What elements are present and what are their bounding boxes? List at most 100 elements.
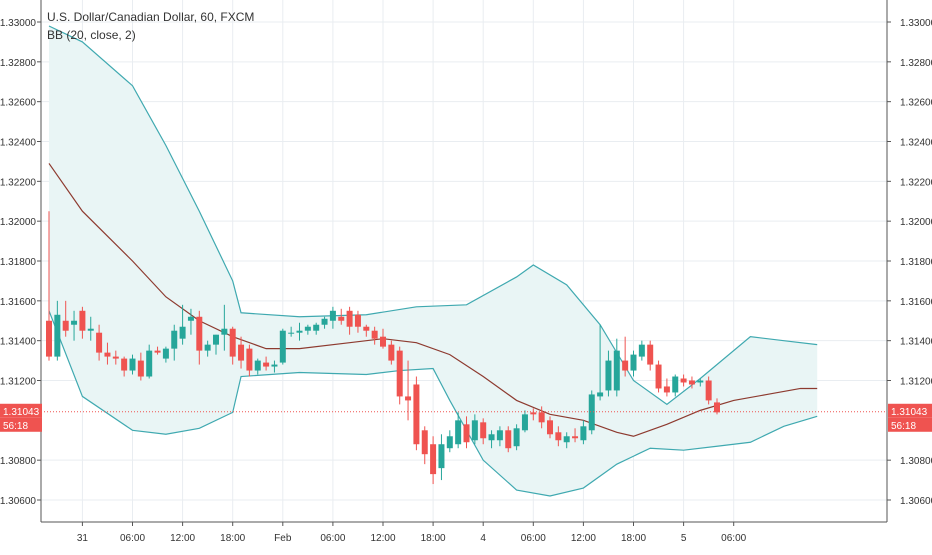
candle	[254, 358, 261, 375]
candle-body	[171, 330, 178, 349]
candle	[672, 374, 679, 397]
price-badge-bg	[888, 403, 932, 418]
x-tick-label: 06:00	[320, 533, 345, 544]
x-tick-label: 18:00	[421, 533, 446, 544]
candle-body	[346, 310, 353, 327]
candle-body	[680, 378, 687, 383]
candle-body	[455, 420, 462, 445]
x-tick-label: 18:00	[220, 533, 245, 544]
candle	[79, 306, 86, 339]
candle-body	[71, 320, 78, 325]
candle-body	[421, 430, 428, 455]
candle-body	[396, 350, 403, 397]
candle	[246, 344, 253, 377]
candle-body	[129, 358, 136, 371]
x-tick-label: 5	[681, 533, 687, 544]
candle-body	[622, 360, 629, 371]
countdown-badge-bg	[888, 417, 932, 432]
candle	[638, 340, 645, 361]
candle-body	[246, 348, 253, 371]
candle	[296, 322, 303, 341]
candle	[471, 414, 478, 445]
candle-body	[254, 360, 261, 371]
candle	[363, 324, 370, 337]
candle-body	[496, 430, 503, 441]
candle	[279, 328, 286, 365]
y-tick-label-right: 1.31600	[900, 297, 932, 308]
candle	[171, 324, 178, 361]
candle-body	[655, 364, 662, 389]
y-tick-label-right: 1.32000	[900, 217, 932, 228]
candle-body	[104, 352, 111, 357]
candle-body	[79, 310, 86, 331]
countdown-badge-bg	[0, 417, 42, 432]
candle-body	[547, 420, 553, 435]
candle	[204, 340, 211, 357]
x-tick-label: 31	[77, 533, 89, 544]
price-badge-value: 1.31043	[3, 407, 40, 418]
candle-body	[187, 316, 194, 321]
symbol-title[interactable]: U.S. Dollar/Canadian Dollar, 60, FXCM	[47, 10, 255, 24]
candle-body	[46, 320, 52, 357]
candle	[405, 360, 412, 421]
candle-body	[271, 364, 278, 367]
candle	[46, 211, 52, 361]
candle	[154, 346, 161, 355]
y-tick-label-right: 1.31800	[900, 257, 932, 268]
y-tick-label-left: 1.30800	[0, 456, 36, 467]
candle	[530, 408, 537, 421]
x-tick-label: 06:00	[120, 533, 145, 544]
candle-body	[530, 412, 537, 415]
candle	[396, 346, 403, 405]
y-tick-label-left: 1.32200	[0, 177, 36, 188]
candle	[655, 360, 662, 393]
candle	[96, 324, 103, 361]
candle	[187, 308, 194, 335]
countdown-badge-value: 56:18	[3, 421, 28, 432]
lower-band-line	[48, 310, 818, 497]
x-tick-label: 18:00	[621, 533, 646, 544]
candle	[446, 430, 453, 453]
candle-body	[363, 326, 370, 331]
y-tick-label-right: 1.32800	[900, 58, 932, 69]
candle-body	[563, 436, 570, 443]
candle	[572, 428, 579, 443]
x-tick-label: Feb	[274, 533, 292, 544]
x-tick-label: 4	[480, 533, 486, 544]
candle	[87, 316, 94, 341]
candle-body	[597, 392, 604, 397]
candle-body	[588, 394, 595, 431]
x-tick-label: 06:00	[521, 533, 546, 544]
candle-body	[137, 360, 144, 377]
candle-body	[438, 444, 445, 469]
candle-body	[279, 330, 286, 363]
candle-body	[413, 384, 420, 445]
candle	[121, 356, 128, 377]
candle-body	[555, 432, 562, 441]
candle-body	[488, 434, 495, 441]
candle-body	[87, 328, 94, 331]
candle	[129, 354, 136, 375]
price-badge-left: 1.31043 56:18	[0, 403, 42, 432]
y-tick-label-left: 1.30600	[0, 496, 36, 507]
candles	[46, 211, 720, 485]
y-tick-label-right: 1.32400	[900, 138, 932, 149]
candle	[647, 340, 654, 371]
candle-body	[229, 328, 236, 357]
candle-body	[121, 358, 128, 371]
candle	[597, 324, 604, 401]
indicator-label[interactable]: BB (20, close, 2)	[47, 28, 136, 42]
candle-body	[480, 422, 487, 439]
candle	[680, 374, 687, 387]
candle-body	[96, 332, 103, 353]
candle-body	[380, 336, 386, 347]
candle-body	[388, 344, 395, 361]
candle	[521, 410, 528, 433]
candle-body	[688, 380, 695, 385]
candle	[538, 406, 545, 429]
upper-band-line	[48, 25, 818, 406]
candle	[62, 300, 69, 337]
